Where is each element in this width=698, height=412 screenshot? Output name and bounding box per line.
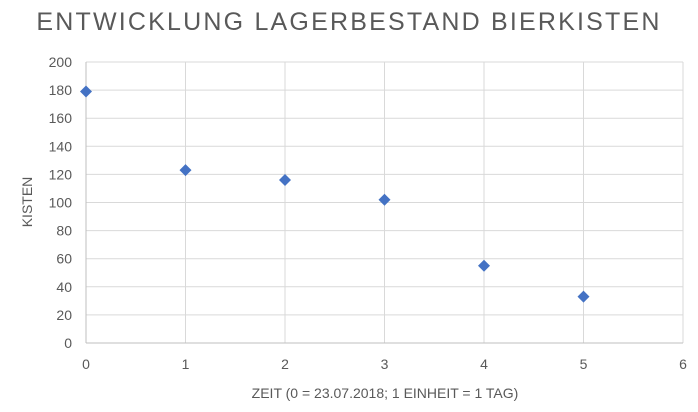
y-tick-label: 180 [49,82,73,98]
x-tick-label: 1 [182,356,190,372]
y-tick-label: 60 [56,251,72,267]
x-tick-label: 4 [480,356,488,372]
data-point [478,259,490,272]
x-tick-label: 5 [580,356,588,372]
data-point [279,174,291,187]
y-tick-label: 100 [49,195,73,211]
y-axis-title: KISTEN [19,177,35,228]
x-tick-labels: 0 1 2 3 4 5 6 [82,356,687,372]
axes [85,62,683,344]
y-tick-label: 20 [56,307,72,323]
y-tick-labels: 0 20 40 60 80 100 120 140 160 180 200 [49,54,73,351]
x-tick-label: 3 [381,356,389,372]
y-tick-label: 200 [49,54,73,70]
x-axis-title: ZEIT (0 = 23.07.2018; 1 EINHEIT = 1 TAG) [252,385,519,401]
y-tick-label: 0 [64,335,72,351]
data-point [577,290,590,303]
data-point [378,193,391,206]
x-tick-label: 0 [82,356,90,372]
y-tick-label: 80 [56,223,72,239]
y-tick-label: 160 [49,110,73,126]
x-tick-label: 6 [679,356,687,372]
y-tick-label: 140 [49,138,73,154]
x-tick-label: 2 [281,356,289,372]
y-tick-label: 40 [56,279,72,295]
data-point [179,164,192,177]
data-point [80,85,92,98]
data-points [80,85,590,303]
chart-title: ENTWICKLUNG LAGERBESTAND BIERKISTEN [36,8,661,36]
y-tick-label: 120 [49,166,73,182]
